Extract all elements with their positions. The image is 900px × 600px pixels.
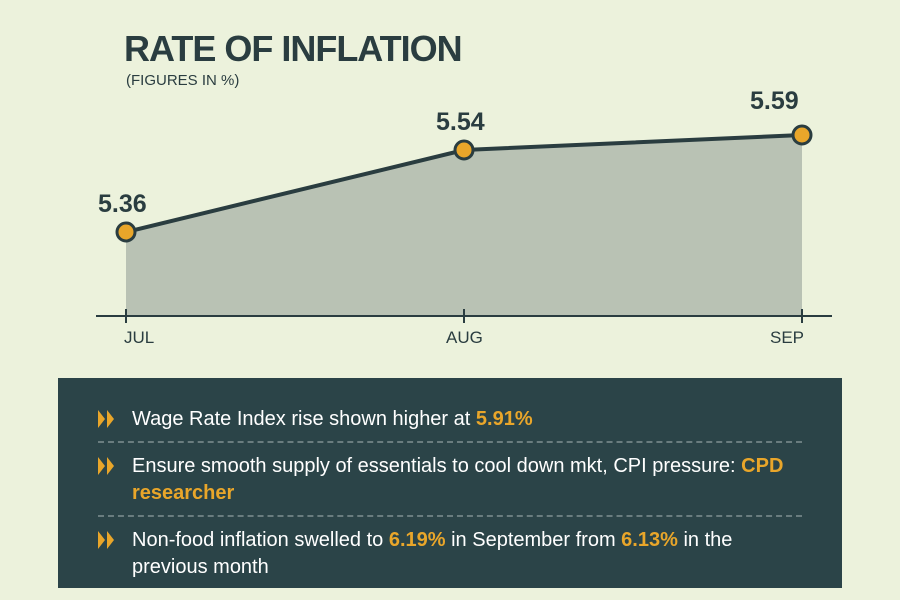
plain-text: Non-food inflation swelled to [132,529,389,551]
plain-text: Ensure smooth supply of essentials to co… [132,455,741,477]
plain-text: Wage Rate Index rise shown higher at [132,408,476,430]
x-axis-label: SEP [770,328,804,348]
data-label: 5.54 [436,108,485,137]
chart-area: RATE OF INFLATION (FIGURES IN %) 5.36 5.… [0,0,900,378]
info-bullet-row: Non-food inflation swelled to 6.19% in S… [98,527,802,581]
highlight-text: 6.19% [389,529,446,551]
info-panel: Wage Rate Index rise shown higher at 5.9… [58,378,842,588]
info-bullet-row: Wage Rate Index rise shown higher at 5.9… [98,406,802,433]
line-chart-svg [0,0,900,378]
double-chevron-icon [98,531,118,554]
data-label: 5.36 [98,190,147,219]
double-chevron-icon [98,410,118,433]
data-label: 5.59 [750,87,799,116]
chart-area-fill [126,135,802,316]
info-bullet-text: Ensure smooth supply of essentials to co… [132,453,802,507]
data-marker [455,141,473,159]
info-bullet-text: Non-food inflation swelled to 6.19% in S… [132,527,802,581]
highlight-text: 6.13% [621,529,678,551]
x-axis-label: JUL [124,328,154,348]
info-bullet-text: Wage Rate Index rise shown higher at 5.9… [132,406,533,433]
data-marker [793,126,811,144]
x-axis-label: AUG [446,328,483,348]
divider-line [98,515,802,517]
plain-text: in September from [446,529,622,551]
divider-line [98,441,802,443]
highlight-text: 5.91% [476,408,533,430]
double-chevron-icon [98,457,118,480]
data-marker [117,223,135,241]
info-bullet-row: Ensure smooth supply of essentials to co… [98,453,802,507]
infographic-container: RATE OF INFLATION (FIGURES IN %) 5.36 5.… [0,0,900,600]
